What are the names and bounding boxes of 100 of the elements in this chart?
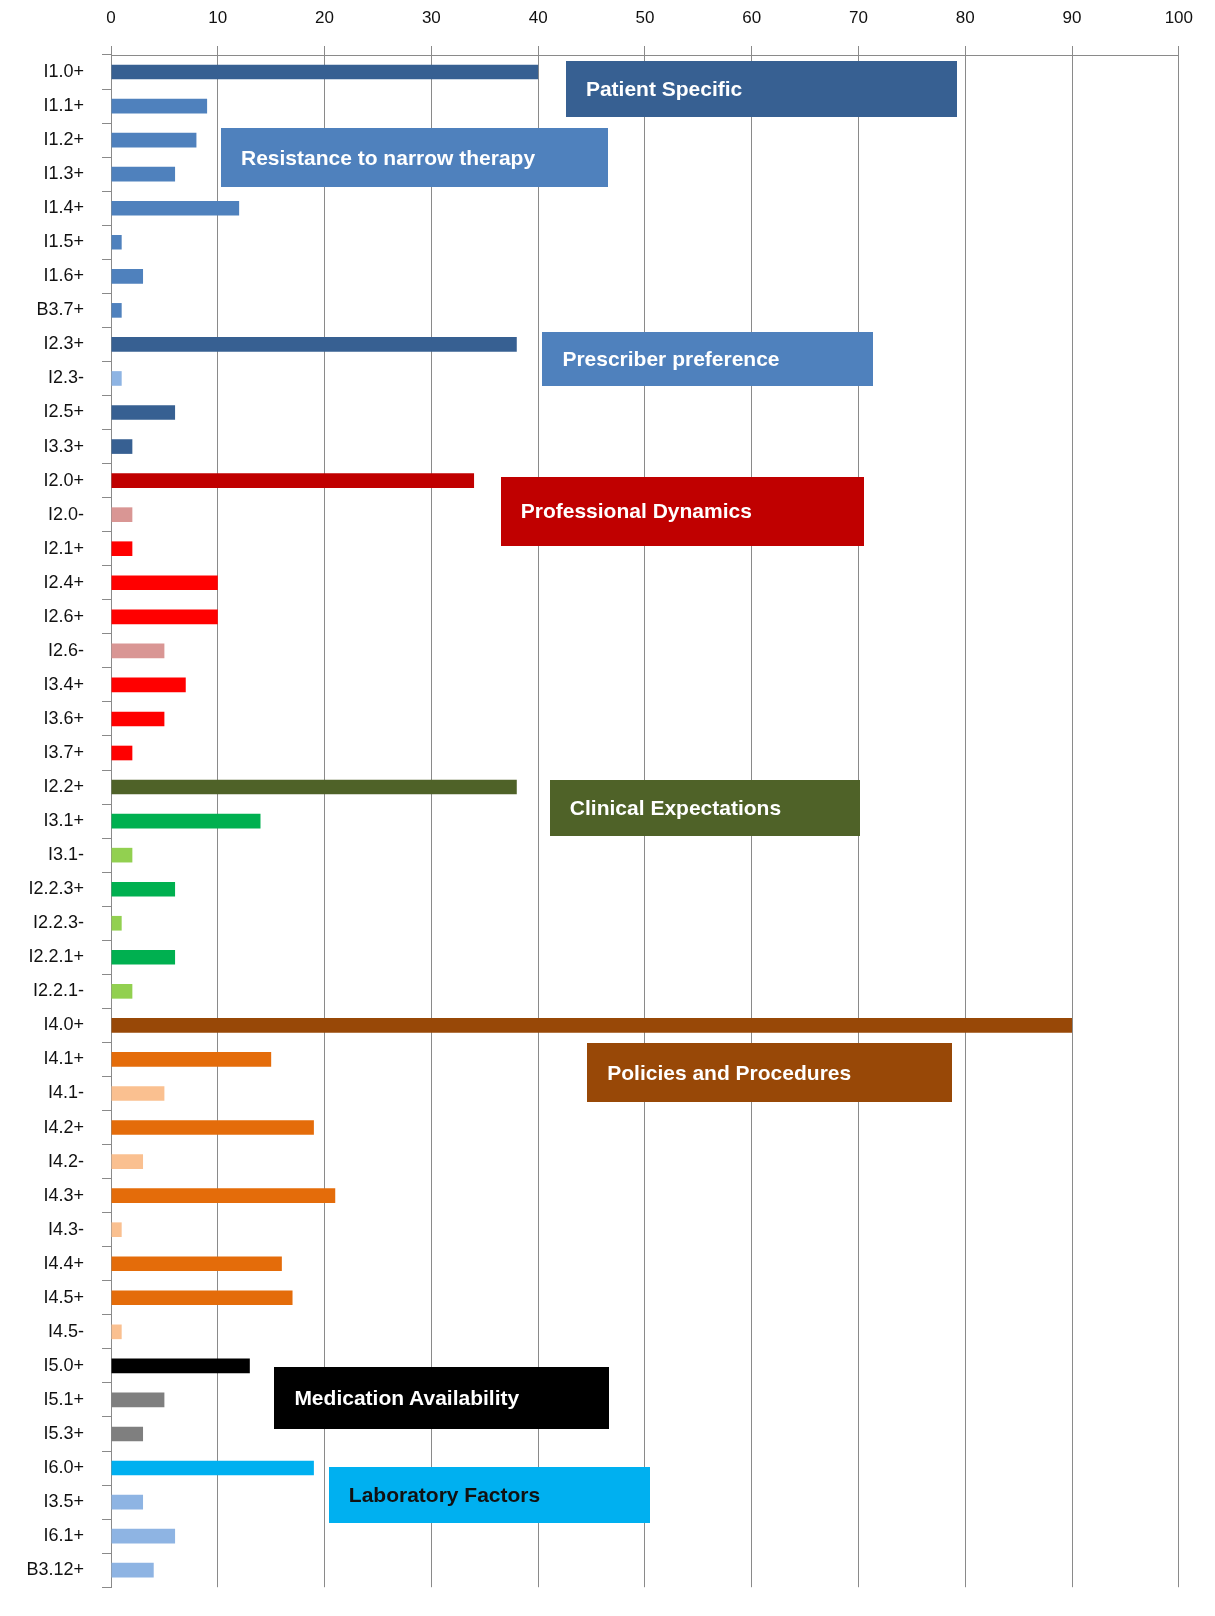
annotation: Policies and Procedures bbox=[607, 1060, 852, 1084]
bar bbox=[111, 1562, 154, 1578]
y-tick-label: I3.1- bbox=[47, 844, 84, 865]
y-tick-label: I4.1+ bbox=[43, 1048, 84, 1069]
y-tick-label: I4.2- bbox=[47, 1150, 84, 1171]
y-tick-label: I2.6- bbox=[47, 639, 84, 660]
bar bbox=[111, 1154, 144, 1169]
x-tick-label: 40 bbox=[528, 8, 548, 28]
bar bbox=[111, 371, 122, 386]
bar bbox=[111, 1290, 293, 1306]
bar bbox=[111, 1358, 250, 1374]
y-tick-label: I5.3+ bbox=[43, 1422, 84, 1443]
y-tick-label: I5.0+ bbox=[43, 1354, 84, 1375]
y-tick-label: I2.0+ bbox=[43, 469, 84, 490]
bar bbox=[111, 813, 261, 829]
bar bbox=[111, 1324, 122, 1340]
y-tick-label: I2.1+ bbox=[43, 537, 84, 558]
bar bbox=[111, 609, 218, 625]
y-tick-label: I1.0+ bbox=[43, 60, 84, 81]
y-tick-label: I1.1+ bbox=[43, 95, 84, 116]
y-tick-label: I3.7+ bbox=[43, 741, 84, 762]
y-tick-label: I1.2+ bbox=[43, 129, 84, 150]
bar bbox=[111, 1120, 314, 1135]
y-tick-label: B3.12+ bbox=[26, 1559, 84, 1580]
x-tick-label: 10 bbox=[208, 8, 228, 28]
annotation: Patient Specific bbox=[585, 77, 743, 101]
bar bbox=[111, 269, 144, 284]
y-tick-label: I2.0- bbox=[47, 503, 84, 524]
y-tick-label: I6.1+ bbox=[43, 1525, 84, 1546]
x-tick-label: 70 bbox=[849, 8, 868, 28]
y-tick-label: B3.7+ bbox=[36, 299, 84, 320]
bar bbox=[111, 677, 186, 693]
x-tick-label: 20 bbox=[315, 8, 335, 28]
x-tick-label: 80 bbox=[955, 8, 975, 28]
y-tick-label: I2.3- bbox=[47, 367, 84, 388]
bar bbox=[111, 881, 176, 897]
y-tick-label: I1.4+ bbox=[43, 197, 84, 218]
y-tick-label: I4.3- bbox=[47, 1218, 84, 1239]
bar bbox=[111, 234, 122, 250]
bar bbox=[111, 1460, 314, 1476]
y-tick-label: I4.3+ bbox=[43, 1184, 84, 1205]
bar bbox=[111, 166, 176, 182]
y-tick-label: I6.0+ bbox=[43, 1457, 84, 1477]
bar bbox=[111, 575, 218, 591]
y-tick-label: I2.2.1+ bbox=[28, 946, 84, 967]
bar bbox=[111, 1392, 165, 1408]
x-tick-label: 0 bbox=[106, 8, 116, 28]
bar bbox=[111, 984, 133, 999]
x-tick-label: 60 bbox=[742, 8, 762, 28]
bar bbox=[111, 1018, 1073, 1033]
y-tick-label: I3.5+ bbox=[43, 1491, 84, 1512]
y-tick-label: I2.2.3- bbox=[32, 912, 84, 933]
x-tick-label: 50 bbox=[635, 8, 655, 28]
bar bbox=[111, 1528, 176, 1544]
bar bbox=[111, 1426, 144, 1442]
annotation: Prescriber preference bbox=[562, 347, 780, 371]
y-tick-label: I4.5+ bbox=[43, 1286, 84, 1307]
bar bbox=[111, 949, 176, 965]
bar bbox=[111, 1256, 282, 1272]
y-tick-label: I3.1+ bbox=[43, 810, 84, 831]
bar bbox=[111, 1052, 272, 1067]
y-tick-label: I4.0+ bbox=[43, 1014, 84, 1035]
y-tick-label: I2.6+ bbox=[43, 605, 84, 626]
bar bbox=[111, 1086, 165, 1101]
bar bbox=[111, 541, 133, 557]
bar bbox=[111, 64, 539, 80]
bar bbox=[111, 337, 517, 352]
x-tick-label: 90 bbox=[1062, 8, 1082, 28]
bar bbox=[111, 643, 165, 659]
bar bbox=[111, 303, 122, 318]
annotation: Resistance to narrow therapy bbox=[240, 145, 536, 169]
y-tick-label: I4.2+ bbox=[43, 1116, 84, 1137]
y-tick-label: I3.6+ bbox=[43, 707, 84, 728]
y-tick-label: I5.1+ bbox=[43, 1388, 84, 1409]
y-tick-label: I2.2.3+ bbox=[28, 878, 84, 899]
x-tick-label: 100 bbox=[1164, 8, 1194, 28]
bar bbox=[111, 847, 133, 863]
y-tick-label: I4.4+ bbox=[43, 1252, 84, 1273]
y-tick-label: I2.4+ bbox=[43, 571, 84, 592]
bar bbox=[111, 507, 133, 522]
bar bbox=[111, 745, 133, 761]
y-tick-label: I4.5- bbox=[47, 1320, 84, 1341]
bar bbox=[111, 779, 517, 795]
y-tick-label: I2.2+ bbox=[43, 776, 84, 797]
bar bbox=[111, 1222, 122, 1238]
bar bbox=[111, 405, 176, 420]
bar bbox=[111, 915, 122, 931]
y-tick-label: I3.4+ bbox=[43, 673, 84, 694]
bar bbox=[111, 1494, 144, 1510]
annotation: Laboratory Factors bbox=[348, 1483, 541, 1507]
bar bbox=[111, 98, 208, 114]
annotation: Medication Availability bbox=[294, 1385, 520, 1409]
bar bbox=[111, 200, 240, 216]
y-tick-label: I4.1- bbox=[47, 1082, 84, 1103]
bar bbox=[111, 711, 165, 727]
bar bbox=[111, 439, 133, 454]
y-tick-label: I2.2.1- bbox=[32, 980, 84, 1001]
bar bbox=[111, 132, 197, 148]
annotation: Professional Dynamics bbox=[520, 499, 752, 523]
bar bbox=[111, 473, 475, 488]
